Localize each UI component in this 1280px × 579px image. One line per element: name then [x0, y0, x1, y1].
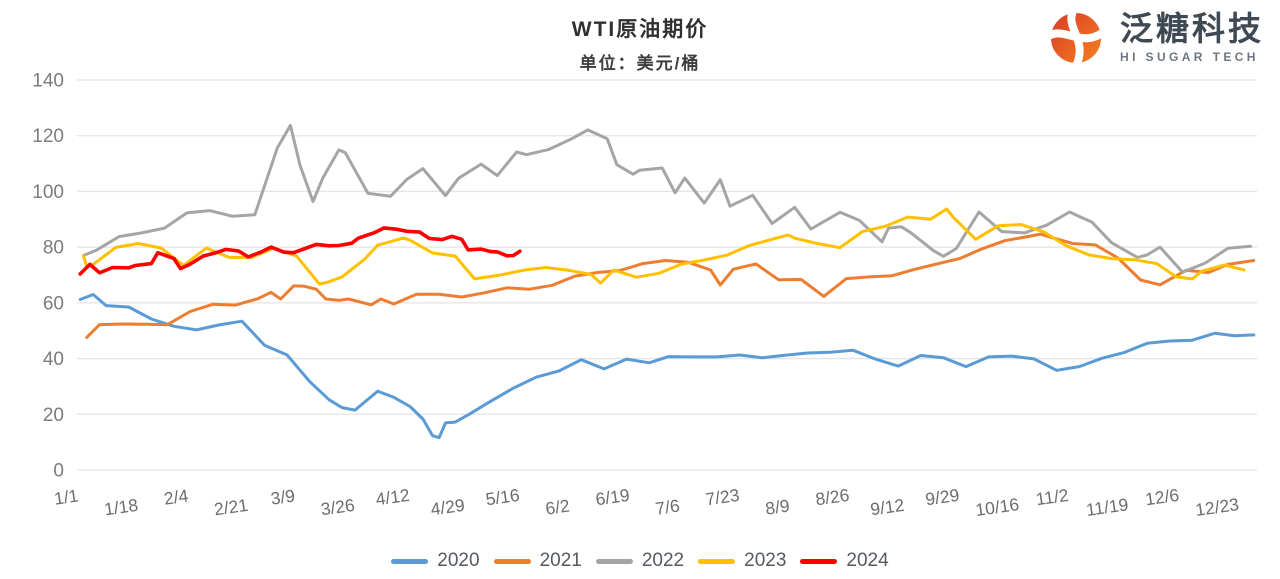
legend-item-2021: 2021: [493, 550, 582, 572]
x-axis-label-9-12: 9/12: [869, 495, 906, 520]
series-line-2024: [78, 226, 522, 276]
legend-label-2021: 2021: [539, 550, 582, 571]
company-logo: 泛糖科技 HI SUGAR TECH: [1046, 8, 1264, 68]
legend-swatch-2024: [800, 558, 838, 564]
logo-company-name-en: HI SUGAR TECH: [1120, 49, 1259, 64]
y-axis-label-60: 60: [43, 293, 64, 314]
x-axis-label-1-1: 1/1: [53, 485, 80, 508]
series-line-2022: [82, 123, 1252, 274]
x-axis-label-11-2: 11/2: [1035, 485, 1070, 509]
y-axis-label-100: 100: [32, 182, 64, 203]
series-line-2020: [78, 293, 1256, 440]
x-axis-label-7-23: 7/23: [704, 485, 741, 510]
y-axis-label-120: 120: [32, 126, 64, 147]
legend-swatch-2022: [595, 558, 633, 564]
legend-label-2023: 2023: [744, 550, 787, 571]
legend-swatch-2023: [698, 558, 736, 564]
legend-item-2022: 2022: [595, 550, 685, 572]
x-axis-label-6-2: 6/2: [544, 495, 571, 518]
chart-legend: 2020 2021 2022 2023 2024: [0, 550, 1280, 572]
x-axis-label-4-29: 4/29: [429, 495, 466, 520]
legend-label-2024: 2024: [846, 550, 889, 571]
x-axis-label-3-9: 3/9: [269, 485, 296, 508]
legend-label-2022: 2022: [641, 550, 685, 571]
series-line-2021: [85, 232, 1256, 339]
legend-item-2023: 2023: [698, 550, 786, 572]
x-axis-label-11-19: 11/19: [1085, 494, 1130, 520]
x-axis-label-2-4: 2/4: [163, 485, 190, 508]
legend-swatch-2020: [391, 558, 429, 564]
legend-swatch-2021: [493, 558, 531, 564]
x-axis-label-6-19: 6/19: [594, 485, 631, 510]
y-axis-label-40: 40: [43, 349, 64, 370]
y-axis-label-80: 80: [43, 238, 64, 259]
x-axis-label-8-9: 8/9: [764, 495, 791, 518]
legend-label-2020: 2020: [437, 550, 480, 571]
legend-item-2020: 2020: [391, 550, 480, 572]
logo-text: 泛糖科技 HI SUGAR TECH: [1120, 12, 1264, 64]
y-axis-label-0: 0: [53, 461, 64, 482]
x-axis-label-9-29: 9/29: [924, 485, 961, 510]
x-axis-label-3-26: 3/26: [319, 495, 356, 520]
x-axis-label-10-16: 10/16: [974, 494, 1020, 520]
x-axis-label-5-16: 5/16: [484, 485, 521, 510]
x-axis-label-12-23: 12/23: [1194, 494, 1240, 520]
logo-company-name-cn: 泛糖科技: [1120, 10, 1264, 48]
y-axis-label-140: 140: [32, 71, 64, 92]
legend-item-2024: 2024: [800, 550, 889, 572]
x-axis-label-7-6: 7/6: [654, 495, 681, 518]
x-axis-label-1-18: 1/18: [103, 495, 140, 520]
y-axis-label-20: 20: [43, 405, 64, 426]
swirl-logo-icon: [1046, 8, 1108, 68]
x-axis-label-12-6: 12/6: [1144, 485, 1181, 510]
x-axis-label-8-26: 8/26: [814, 485, 851, 510]
series-line-2023: [82, 207, 1246, 286]
x-axis-label-4-12: 4/12: [374, 485, 411, 510]
x-axis-label-2-21: 2/21: [213, 495, 250, 520]
